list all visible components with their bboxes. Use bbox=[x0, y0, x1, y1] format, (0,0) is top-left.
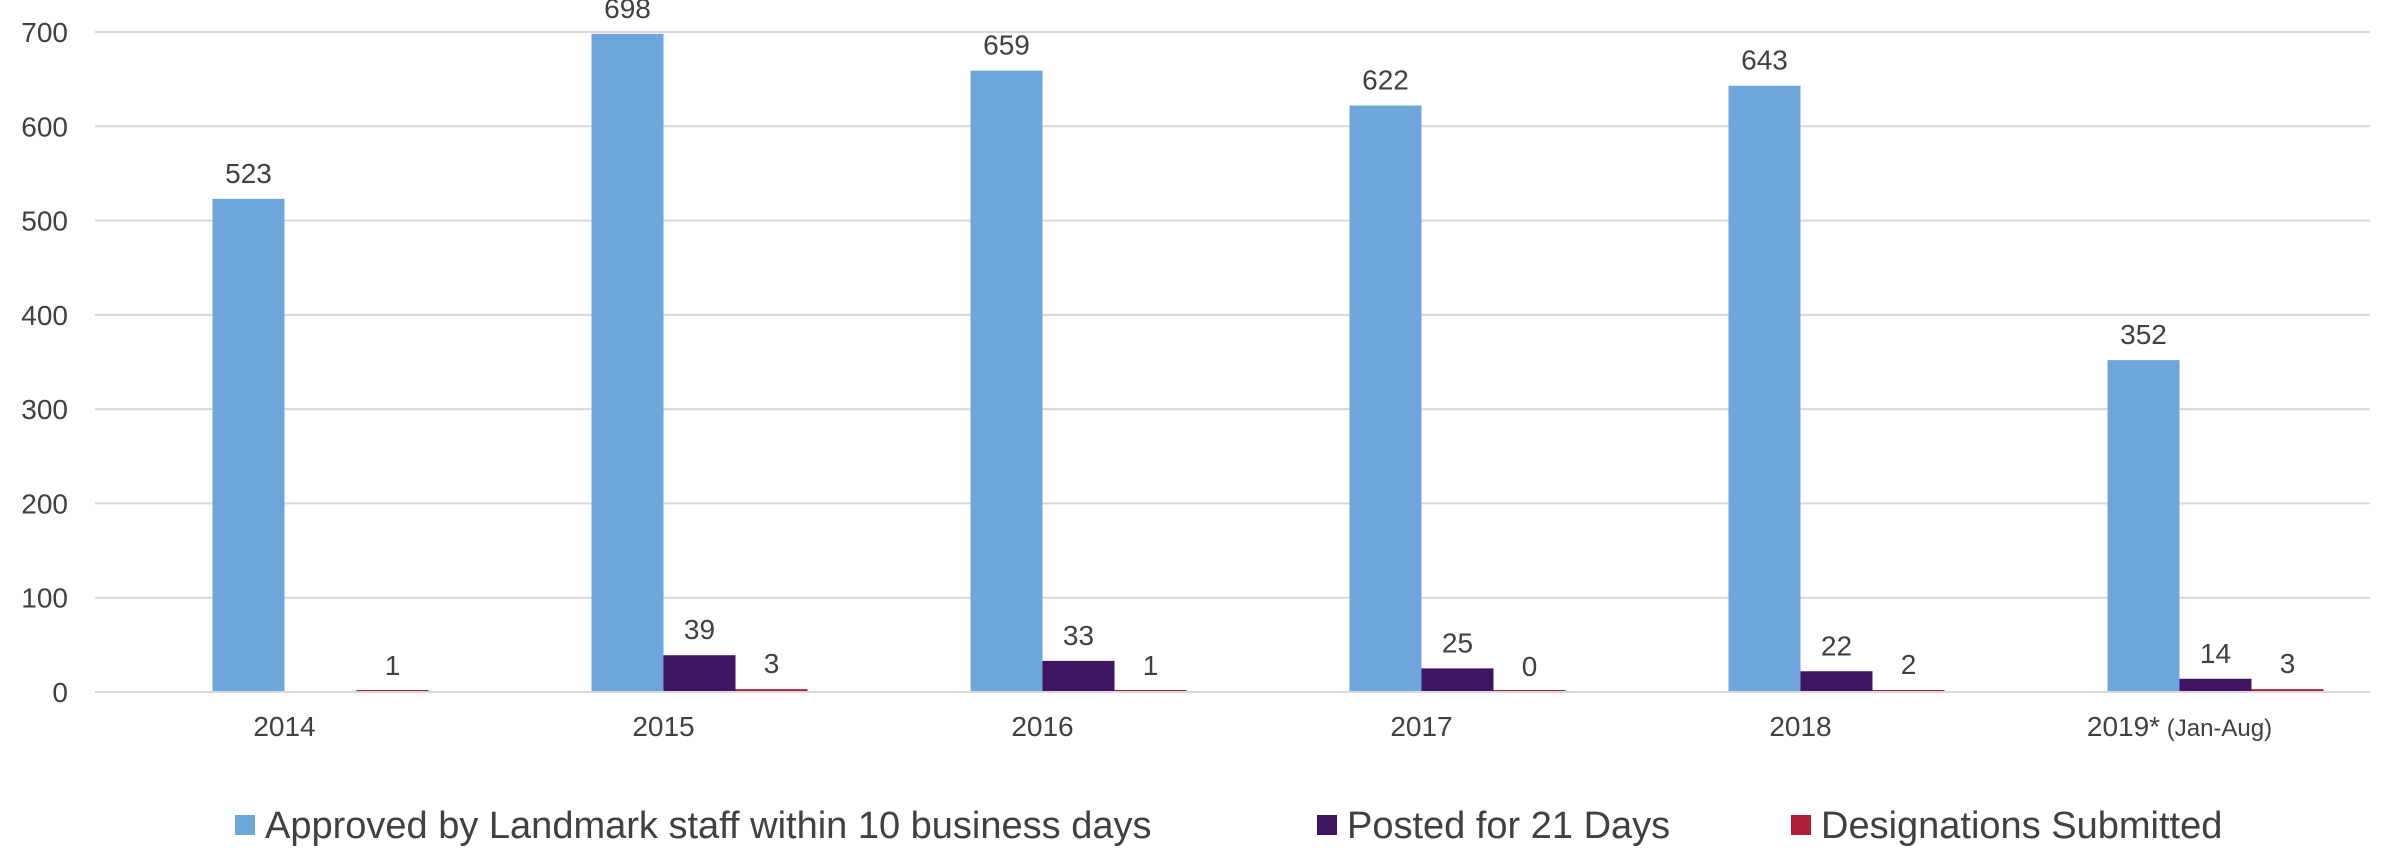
bar-approved-by-landmark-staff-within-10-business-days-5 bbox=[2107, 360, 2180, 692]
bar-approved-by-landmark-staff-within-10-business-days-0 bbox=[212, 198, 285, 692]
data-label: 698 bbox=[604, 0, 651, 24]
bar-posted-for-21-days-2 bbox=[1042, 660, 1115, 692]
y-tick-label: 100 bbox=[21, 583, 68, 614]
data-label: 25 bbox=[1442, 627, 1473, 658]
data-label: 1 bbox=[1143, 650, 1159, 681]
x-tick-label: 2015 bbox=[632, 711, 694, 742]
data-label: 14 bbox=[2200, 638, 2231, 669]
legend-label: Posted for 21 Days bbox=[1347, 805, 1670, 847]
data-label: 622 bbox=[1362, 65, 1409, 96]
y-tick-label: 600 bbox=[21, 111, 68, 142]
x-tick-label-main: 2016 bbox=[1011, 711, 1073, 742]
legend: Approved by Landmark staff within 10 bus… bbox=[235, 805, 2222, 847]
data-label: 22 bbox=[1821, 630, 1852, 661]
bar-designations-submitted-5 bbox=[2251, 689, 2324, 692]
data-label: 39 bbox=[684, 614, 715, 645]
y-tick-label: 0 bbox=[52, 677, 68, 708]
x-axis: 2014 2015 2016 2017 2018 2019* (Jan-Aug) bbox=[95, 691, 2370, 742]
x-tick-label: 2018 bbox=[1769, 711, 1831, 742]
x-tick-label-suffix: (Jan-Aug) bbox=[2160, 715, 2272, 742]
legend-swatch bbox=[235, 815, 255, 835]
y-tick-label: 500 bbox=[21, 206, 68, 237]
x-tick-label: 2017 bbox=[1390, 711, 1452, 742]
bar-posted-for-21-days-1 bbox=[663, 655, 736, 692]
bar-posted-for-21-days-4 bbox=[1800, 671, 1873, 692]
x-tick-label-main: 2015 bbox=[632, 711, 694, 742]
data-label: 3 bbox=[2280, 648, 2296, 679]
bar-approved-by-landmark-staff-within-10-business-days-1 bbox=[591, 33, 664, 692]
bar-approved-by-landmark-staff-within-10-business-days-3 bbox=[1349, 105, 1422, 693]
x-tick-label-main: 2019* bbox=[2087, 711, 2160, 742]
y-tick-label: 200 bbox=[21, 488, 68, 519]
y-tick-label: 700 bbox=[21, 17, 68, 48]
data-label: 523 bbox=[225, 158, 272, 189]
y-axis: 0 100 200 300 400 500 600 700 bbox=[21, 17, 68, 708]
data-label: 33 bbox=[1063, 620, 1094, 651]
x-tick-label-main: 2018 bbox=[1769, 711, 1831, 742]
data-label: 0 bbox=[1522, 651, 1538, 682]
legend-item-0: Approved by Landmark staff within 10 bus… bbox=[235, 805, 1151, 847]
legend-swatch bbox=[1317, 815, 1337, 835]
bar-designations-submitted-1 bbox=[735, 689, 808, 692]
x-tick-label: 2019* (Jan-Aug) bbox=[2087, 711, 2272, 742]
bar-approved-by-landmark-staff-within-10-business-days-2 bbox=[970, 70, 1043, 692]
legend-item-2: Designations Submitted bbox=[1791, 805, 2222, 847]
data-label: 659 bbox=[983, 30, 1030, 61]
bar-posted-for-21-days-5 bbox=[2179, 678, 2252, 692]
x-tick-label-main: 2017 bbox=[1390, 711, 1452, 742]
legend-swatch bbox=[1791, 815, 1811, 835]
x-tick-label: 2014 bbox=[253, 711, 315, 742]
data-label: 643 bbox=[1741, 45, 1788, 76]
data-label: 1 bbox=[385, 650, 401, 681]
legend-item-1: Posted for 21 Days bbox=[1317, 805, 1670, 847]
bar-approved-by-landmark-staff-within-10-business-days-4 bbox=[1728, 85, 1801, 692]
y-tick-label: 400 bbox=[21, 300, 68, 331]
y-tick-label: 300 bbox=[21, 394, 68, 425]
bar-posted-for-21-days-3 bbox=[1421, 668, 1494, 692]
data-label: 352 bbox=[2120, 319, 2167, 350]
legend-label: Designations Submitted bbox=[1821, 805, 2222, 847]
legend-label: Approved by Landmark staff within 10 bus… bbox=[265, 805, 1151, 847]
bars bbox=[212, 33, 2324, 693]
data-label: 2 bbox=[1901, 649, 1917, 680]
x-tick-label: 2016 bbox=[1011, 711, 1073, 742]
data-label: 3 bbox=[764, 648, 780, 679]
x-tick-label-main: 2014 bbox=[253, 711, 315, 742]
gridlines bbox=[95, 31, 2370, 599]
